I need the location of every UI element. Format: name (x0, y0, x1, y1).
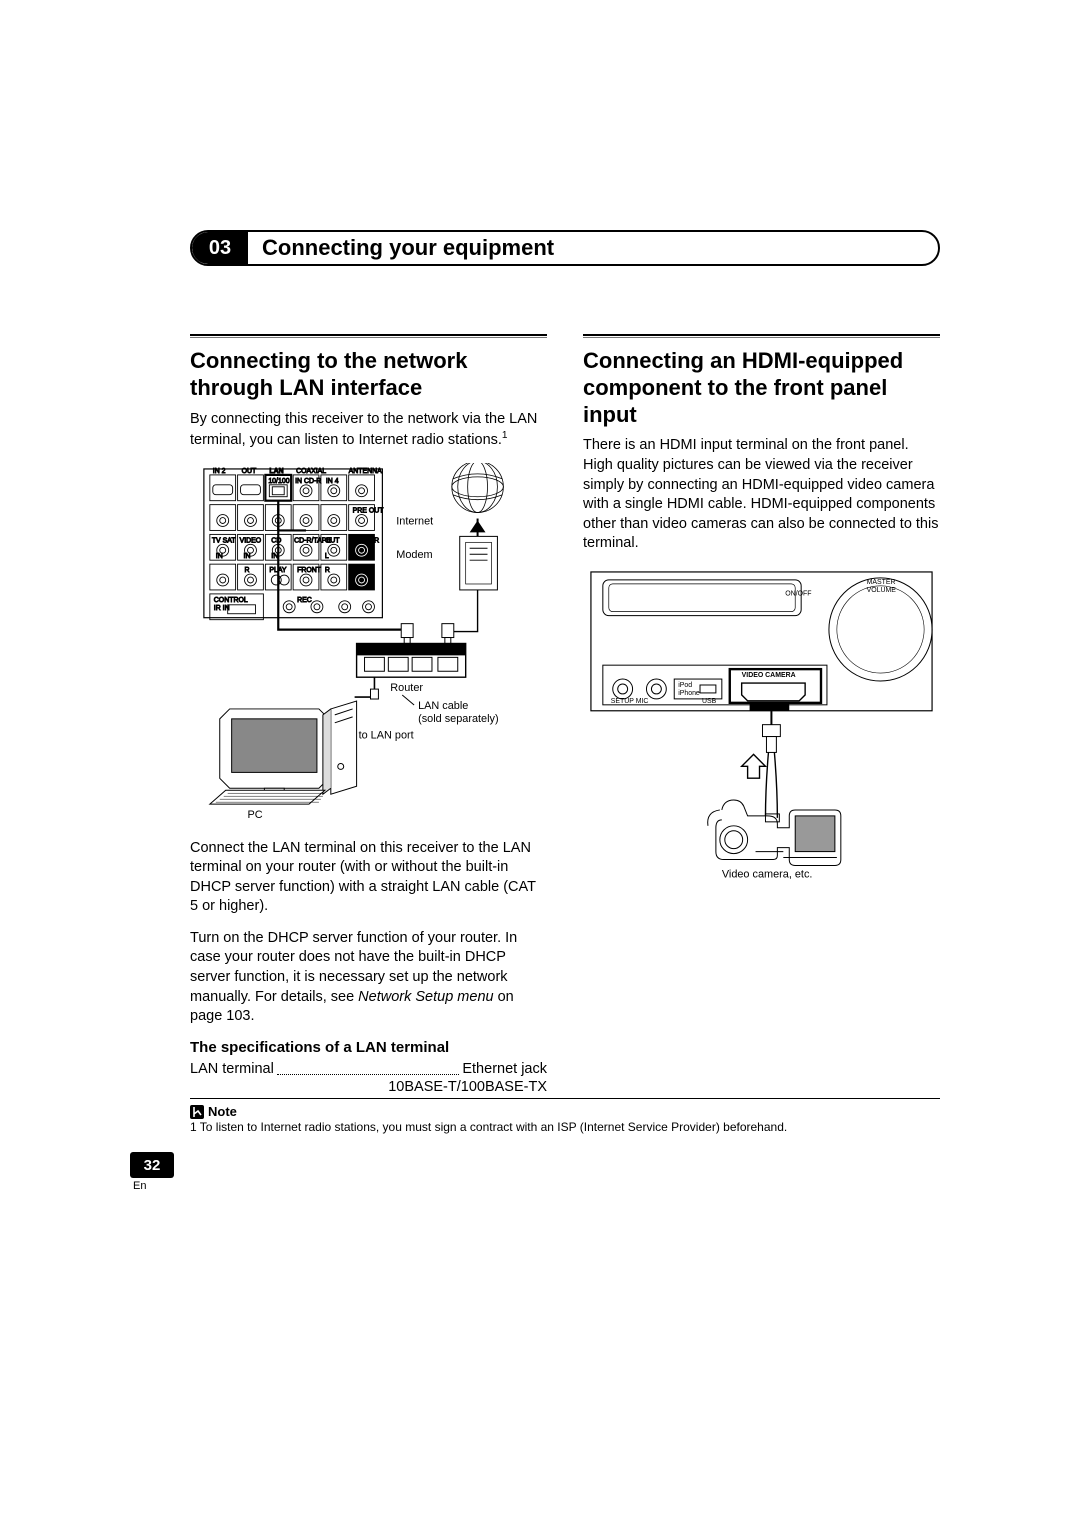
svg-text:VOLUME: VOLUME (867, 587, 897, 594)
svg-text:PC: PC (248, 809, 263, 820)
svg-text:REC: REC (297, 596, 312, 603)
svg-text:FRONT: FRONT (297, 567, 322, 574)
svg-text:SETUP MIC: SETUP MIC (611, 698, 649, 705)
lan-intro-text: By connecting this receiver to the netwo… (190, 410, 547, 451)
section-rule (190, 334, 547, 338)
hdmi-section-heading: Connecting an HDMI-equipped component to… (583, 348, 940, 428)
svg-text:IN: IN (216, 553, 223, 560)
note-text: 1 To listen to Internet radio stations, … (190, 1120, 940, 1136)
svg-text:to LAN port: to LAN port (359, 729, 414, 741)
svg-text:COAXIAL: COAXIAL (296, 468, 326, 475)
svg-text:VIDEO CAMERA: VIDEO CAMERA (742, 672, 796, 679)
svg-text:IN: IN (244, 553, 251, 560)
svg-text:Router: Router (390, 682, 423, 694)
svg-text:CENTER: CENTER (351, 537, 380, 544)
hdmi-intro-text: There is an HDMI input terminal on the f… (583, 436, 940, 553)
note-icon (190, 1105, 204, 1119)
svg-text:LAN: LAN (269, 468, 283, 475)
chapter-title: Connecting your equipment (248, 235, 554, 261)
svg-text:IN 2: IN 2 (213, 468, 226, 475)
lan-para3b: Network Setup menu (358, 989, 493, 1005)
lan-section-heading: Connecting to the network through LAN in… (190, 348, 547, 402)
svg-text:LAN cable: LAN cable (418, 700, 468, 712)
svg-text:10/100: 10/100 (268, 477, 289, 484)
svg-text:TV SAT: TV SAT (212, 537, 237, 544)
svg-text:(sold separately): (sold separately) (418, 712, 499, 724)
svg-text:R: R (245, 567, 250, 574)
spec-label: LAN terminal (190, 1060, 274, 1080)
svg-text:IN 4: IN 4 (326, 477, 339, 484)
spec-value: Ethernet jack (462, 1060, 547, 1080)
svg-text:iPhone: iPhone (678, 690, 700, 697)
svg-text:USB: USB (702, 698, 717, 705)
page-number-badge: 32 (130, 1152, 174, 1178)
lan-para3: Turn on the DHCP server function of your… (190, 929, 547, 1027)
svg-text:1: 1 (419, 647, 423, 654)
lan-spec-line: LAN terminal Ethernet jack (190, 1060, 547, 1080)
content-columns: Connecting to the network through LAN in… (190, 334, 940, 1095)
svg-text:L: L (325, 553, 329, 560)
spec-dots (277, 1060, 460, 1076)
svg-text:ANTENNA: ANTENNA (349, 468, 383, 475)
footnote-ref: 1 (502, 430, 508, 441)
svg-text:Internet: Internet (396, 515, 433, 527)
svg-text:iPod: iPod (678, 682, 692, 689)
spec-sub: 10BASE-T/100BASE-TX (190, 1079, 547, 1095)
svg-text:3: 3 (371, 647, 375, 654)
svg-text:VIDEO: VIDEO (240, 537, 262, 544)
page-language: En (133, 1180, 146, 1192)
note-label: Note (208, 1104, 237, 1119)
svg-text:PRE OUT: PRE OUT (353, 507, 385, 514)
hdmi-diagram: ON/OFF MASTER VOLUME iPod iPhone (583, 566, 940, 888)
note-separator (190, 1098, 940, 1099)
svg-text:2: 2 (395, 647, 399, 654)
lan-diagram: IN 2 OUT LAN COAXIAL ANTENNA 10/100 IN C… (190, 463, 547, 825)
chapter-header: 03 Connecting your equipment (190, 230, 940, 266)
svg-text:MASTER: MASTER (867, 579, 896, 586)
lan-para2: Connect the LAN terminal on this receive… (190, 839, 547, 917)
lan-spec-heading: The specifications of a LAN terminal (190, 1039, 547, 1056)
note-header: Note (190, 1104, 237, 1119)
svg-text:WAN: WAN (442, 647, 458, 654)
svg-text:Modem: Modem (396, 549, 432, 561)
svg-text:CD: CD (271, 537, 281, 544)
lan-intro-span: By connecting this receiver to the netwo… (190, 411, 537, 448)
svg-text:CONTROL: CONTROL (214, 596, 248, 603)
section-rule (583, 334, 940, 338)
chapter-number-badge: 03 (192, 232, 248, 264)
svg-text:ON/OFF: ON/OFF (785, 591, 811, 598)
svg-text:OUT: OUT (325, 537, 340, 544)
left-column: Connecting to the network through LAN in… (190, 334, 547, 1095)
svg-text:Video camera, etc.: Video camera, etc. (722, 868, 813, 880)
svg-text:R: R (325, 567, 330, 574)
svg-text:OUT: OUT (242, 468, 257, 475)
right-column: Connecting an HDMI-equipped component to… (583, 334, 940, 1095)
svg-text:IN CD-R: IN CD-R (295, 477, 321, 484)
